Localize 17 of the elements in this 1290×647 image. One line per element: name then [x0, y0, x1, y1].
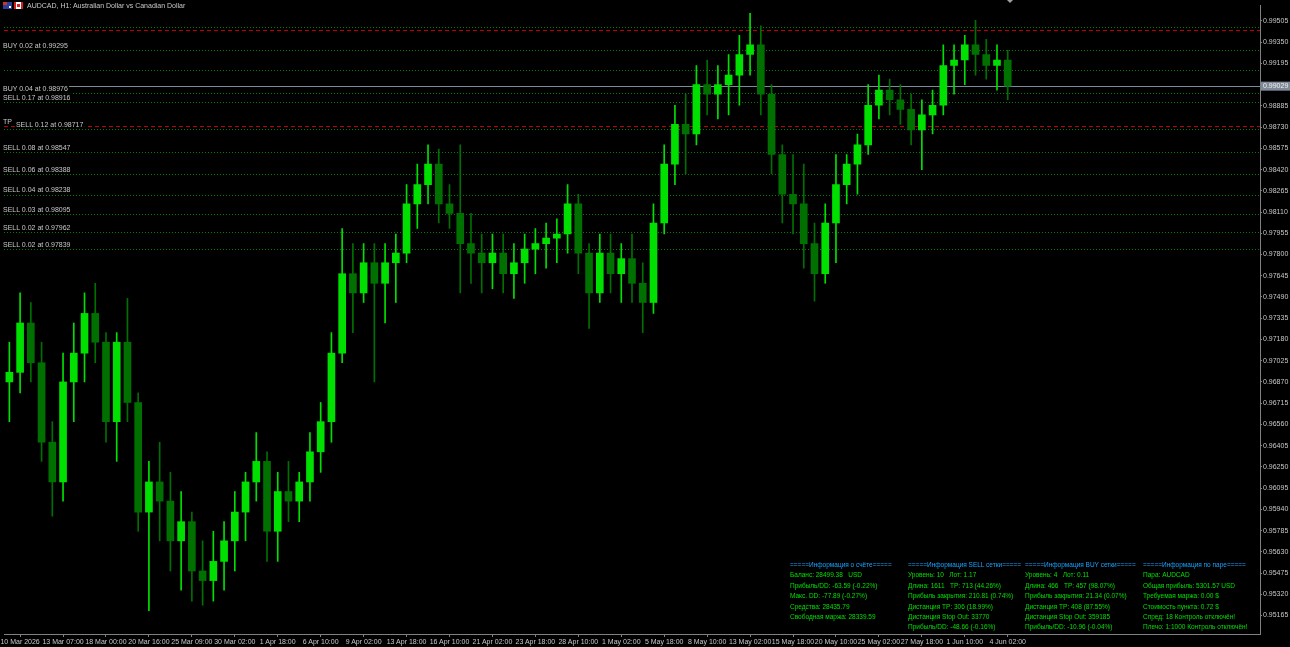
- candlestick: [392, 233, 400, 303]
- candlestick: [510, 243, 518, 299]
- candlestick: [714, 65, 722, 120]
- candlestick: [993, 44, 1001, 91]
- candlestick: [681, 93, 690, 175]
- candlestick: [477, 233, 486, 294]
- candlestick: [918, 99, 926, 170]
- candlestick: [467, 213, 475, 284]
- candlestick: [703, 59, 711, 116]
- candlestick: [145, 461, 153, 612]
- candlestick: [950, 44, 958, 95]
- candlestick: [746, 13, 754, 76]
- candlestick: [456, 144, 465, 294]
- candlestick: [789, 154, 797, 235]
- candlestick: [349, 243, 357, 333]
- candlestick: [177, 491, 185, 591]
- candlestick: [542, 222, 550, 269]
